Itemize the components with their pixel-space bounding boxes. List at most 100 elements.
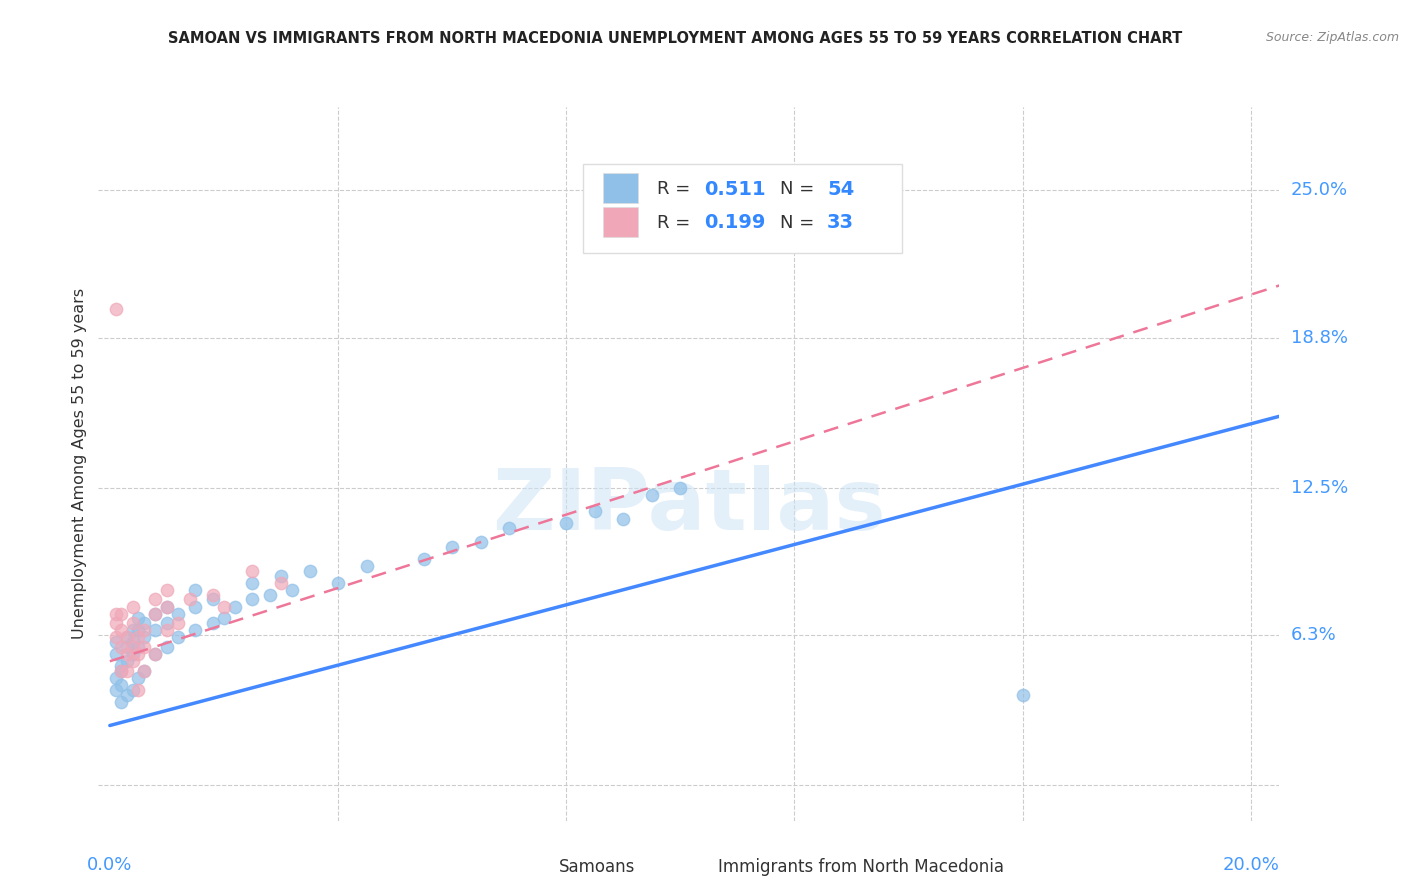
Point — [110, 659, 132, 673]
Point — [110, 607, 132, 621]
Point — [127, 611, 149, 625]
Point — [121, 640, 143, 654]
Point — [132, 624, 155, 638]
Point — [184, 599, 207, 614]
Point — [641, 488, 664, 502]
Point — [145, 592, 167, 607]
Point — [121, 682, 143, 697]
Text: 12.5%: 12.5% — [1291, 479, 1348, 497]
Point — [104, 616, 127, 631]
Point — [242, 564, 264, 578]
Point — [470, 535, 492, 549]
Point — [132, 664, 155, 678]
Point — [145, 607, 167, 621]
Point — [127, 624, 149, 638]
Point — [224, 599, 246, 614]
Point — [104, 647, 127, 661]
Y-axis label: Unemployment Among Ages 55 to 59 years: Unemployment Among Ages 55 to 59 years — [72, 288, 87, 640]
Point — [127, 682, 149, 697]
Point — [156, 640, 179, 654]
Point — [132, 664, 155, 678]
Point — [441, 540, 464, 554]
Point — [104, 607, 127, 621]
Point — [115, 664, 138, 678]
Point — [184, 582, 207, 597]
Point — [115, 654, 138, 668]
FancyBboxPatch shape — [603, 207, 638, 237]
Point — [104, 635, 127, 649]
Point — [104, 631, 127, 645]
Point — [145, 647, 167, 661]
Point — [127, 671, 149, 685]
Point — [167, 607, 190, 621]
FancyBboxPatch shape — [582, 164, 901, 253]
Text: 25.0%: 25.0% — [1291, 181, 1348, 199]
Point — [127, 631, 149, 645]
Text: Source: ZipAtlas.com: Source: ZipAtlas.com — [1265, 31, 1399, 45]
Point — [104, 682, 127, 697]
Point — [167, 616, 190, 631]
Point — [156, 582, 179, 597]
Point — [110, 664, 132, 678]
Point — [121, 647, 143, 661]
Point — [281, 582, 304, 597]
Point — [132, 631, 155, 645]
Text: 33: 33 — [827, 213, 853, 232]
Point — [104, 671, 127, 685]
Point — [167, 631, 190, 645]
Point — [127, 640, 149, 654]
Text: 6.3%: 6.3% — [1291, 626, 1336, 644]
Point — [121, 624, 143, 638]
Point — [121, 616, 143, 631]
Text: Immigrants from North Macedonia: Immigrants from North Macedonia — [718, 858, 1004, 876]
Point — [115, 631, 138, 645]
Point — [356, 559, 378, 574]
Point — [270, 575, 292, 590]
Point — [669, 481, 692, 495]
Point — [242, 575, 264, 590]
Point — [145, 647, 167, 661]
FancyBboxPatch shape — [683, 855, 709, 880]
Point — [127, 647, 149, 661]
Text: 54: 54 — [827, 179, 855, 199]
Point — [121, 635, 143, 649]
Point — [110, 640, 132, 654]
Point — [145, 624, 167, 638]
Text: 18.8%: 18.8% — [1291, 329, 1347, 347]
Point — [412, 552, 434, 566]
Point — [583, 504, 606, 518]
Point — [110, 664, 132, 678]
Point — [145, 607, 167, 621]
Point — [1011, 688, 1033, 702]
Text: 0.0%: 0.0% — [87, 856, 132, 874]
Point — [156, 616, 179, 631]
Point — [242, 592, 264, 607]
Point — [156, 599, 179, 614]
Point — [115, 631, 138, 645]
Text: Samoans: Samoans — [560, 858, 636, 876]
Point — [110, 695, 132, 709]
Point — [298, 564, 321, 578]
Point — [179, 592, 201, 607]
Point — [612, 511, 634, 525]
Point — [498, 521, 520, 535]
Point — [115, 647, 138, 661]
Point — [201, 616, 224, 631]
Point — [121, 654, 143, 668]
Text: 0.511: 0.511 — [704, 179, 766, 199]
Point — [212, 599, 235, 614]
Point — [555, 516, 578, 531]
Text: ZIPatlas: ZIPatlas — [492, 465, 886, 549]
Text: N =: N = — [780, 214, 820, 232]
Text: SAMOAN VS IMMIGRANTS FROM NORTH MACEDONIA UNEMPLOYMENT AMONG AGES 55 TO 59 YEARS: SAMOAN VS IMMIGRANTS FROM NORTH MACEDONI… — [167, 31, 1182, 46]
Point — [270, 568, 292, 582]
Point — [326, 575, 349, 590]
Point — [115, 688, 138, 702]
Point — [104, 302, 127, 317]
FancyBboxPatch shape — [603, 173, 638, 203]
Text: 0.199: 0.199 — [704, 213, 766, 232]
Point — [121, 599, 143, 614]
Point — [201, 588, 224, 602]
Point — [132, 640, 155, 654]
Point — [259, 588, 281, 602]
